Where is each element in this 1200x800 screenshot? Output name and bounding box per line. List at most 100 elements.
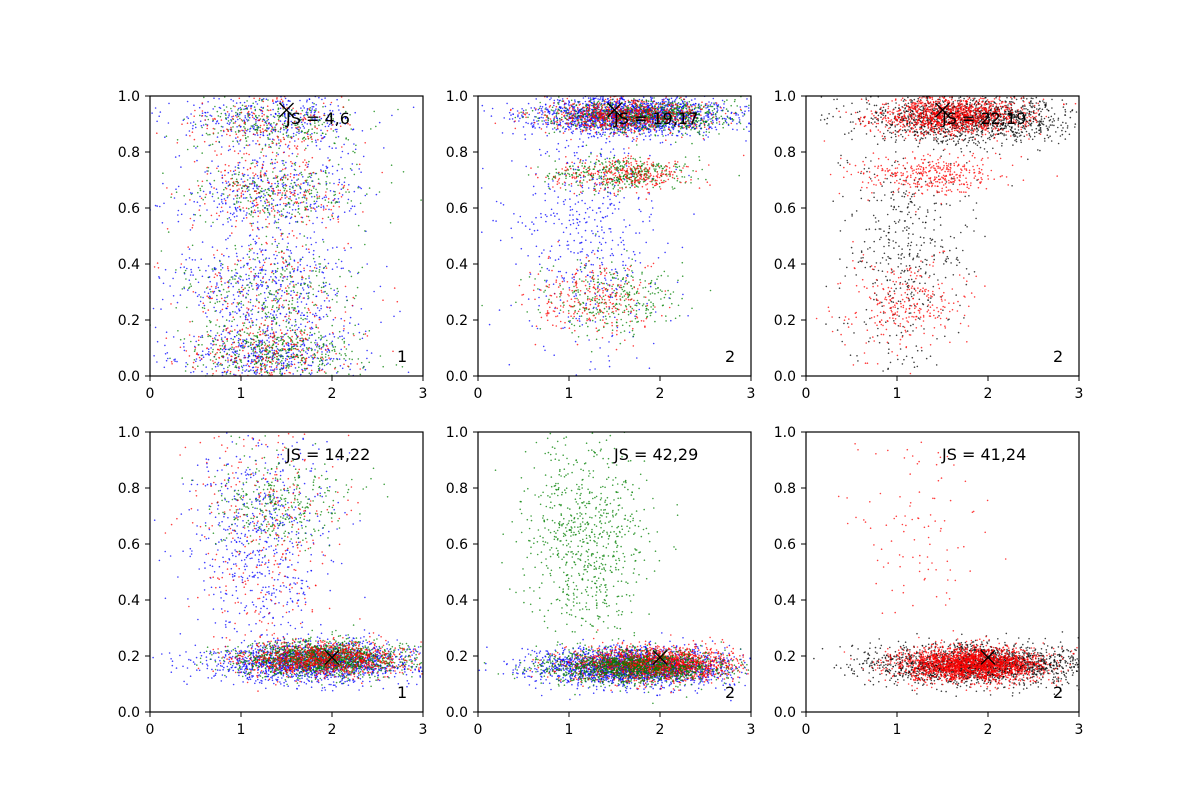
scatter-point — [601, 148, 603, 150]
scatter-point — [278, 306, 280, 308]
scatter-point — [287, 146, 289, 148]
scatter-point — [263, 193, 265, 195]
scatter-point — [238, 188, 240, 190]
scatter-point — [180, 294, 182, 296]
scatter-point — [315, 313, 317, 315]
scatter-point — [169, 285, 171, 287]
scatter-point — [336, 131, 338, 133]
scatter-point — [308, 248, 310, 250]
scatter-point — [291, 137, 293, 139]
scatter-point — [235, 275, 237, 277]
scatter-point — [258, 192, 260, 194]
scatter-point — [340, 365, 342, 367]
scatter-point — [278, 243, 280, 245]
scatter-point — [350, 317, 352, 319]
scatter-point — [246, 333, 248, 335]
scatter-point — [359, 368, 361, 370]
scatter-point — [271, 359, 273, 361]
scatter-point — [344, 353, 346, 355]
scatter-point — [208, 354, 210, 356]
scatter-point — [274, 210, 276, 212]
scatter-point — [255, 275, 257, 277]
scatter-point — [213, 97, 215, 99]
scatter-point — [327, 348, 329, 350]
scatter-point — [199, 115, 201, 117]
scatter-point — [331, 342, 333, 344]
scatter-point — [210, 347, 212, 349]
scatter-point — [648, 131, 650, 133]
scatter-point — [566, 227, 568, 229]
scatter-point — [219, 335, 221, 337]
scatter-point — [272, 347, 274, 349]
scatter-point — [253, 335, 255, 337]
scatter-point — [283, 367, 285, 369]
scatter-point — [252, 309, 254, 311]
scatter-point — [554, 100, 556, 102]
scatter-point — [246, 327, 248, 329]
scatter-point — [258, 294, 260, 296]
scatter-point — [312, 328, 314, 330]
scatter-point — [277, 104, 279, 106]
scatter-point — [325, 199, 327, 201]
scatter-point — [261, 281, 263, 283]
scatter-point — [589, 369, 591, 371]
scatter-point — [318, 263, 320, 265]
scatter-point — [185, 370, 187, 372]
scatter-point — [320, 305, 322, 307]
scatter-point — [252, 229, 254, 231]
scatter-point — [271, 272, 273, 274]
scatter-point — [310, 134, 312, 136]
scatter-point — [574, 121, 576, 123]
scatter-point — [262, 284, 264, 286]
scatter-point — [610, 255, 612, 257]
scatter-point — [289, 358, 291, 360]
scatter-point — [538, 305, 540, 307]
scatter-point — [222, 309, 224, 311]
scatter-point — [235, 272, 237, 274]
scatter-point — [533, 119, 535, 121]
scatter-point — [221, 294, 223, 296]
scatter-point — [302, 245, 304, 247]
scatter-point — [316, 304, 318, 306]
scatter-point — [206, 316, 208, 318]
scatter-point — [218, 287, 220, 289]
scatter-point — [576, 211, 578, 213]
scatter-point — [621, 254, 623, 256]
scatter-point — [258, 359, 260, 361]
scatter-point — [253, 367, 255, 369]
scatter-point — [232, 316, 234, 318]
scatter-point — [267, 179, 269, 181]
scatter-point — [279, 101, 281, 103]
scatter-point — [273, 199, 275, 201]
scatter-point — [332, 360, 334, 362]
scatter-point — [238, 366, 240, 368]
scatter-point — [240, 102, 242, 104]
panel-2-points — [481, 95, 752, 376]
scatter-point — [304, 209, 306, 211]
scatter-point — [292, 268, 294, 270]
scatter-point — [249, 223, 251, 225]
scatter-point — [236, 253, 238, 255]
scatter-point — [222, 316, 224, 318]
scatter-point — [261, 304, 263, 306]
scatter-point — [324, 371, 326, 373]
scatter-point — [303, 137, 305, 139]
scatter-point — [244, 185, 246, 187]
scatter-point — [224, 300, 226, 302]
scatter-point — [291, 361, 293, 363]
scatter-point — [267, 105, 269, 107]
scatter-point — [297, 194, 299, 196]
scatter-point — [243, 167, 245, 169]
scatter-point — [571, 185, 573, 187]
scatter-point — [228, 120, 230, 122]
scatter-point — [254, 205, 256, 207]
scatter-point — [570, 251, 572, 253]
scatter-point — [267, 328, 269, 330]
scatter-point — [364, 142, 366, 144]
scatter-point — [256, 242, 258, 244]
scatter-point — [252, 333, 254, 335]
scatter-point — [705, 134, 707, 136]
scatter-point — [207, 170, 209, 172]
scatter-point — [235, 248, 237, 250]
scatter-point — [282, 280, 284, 282]
